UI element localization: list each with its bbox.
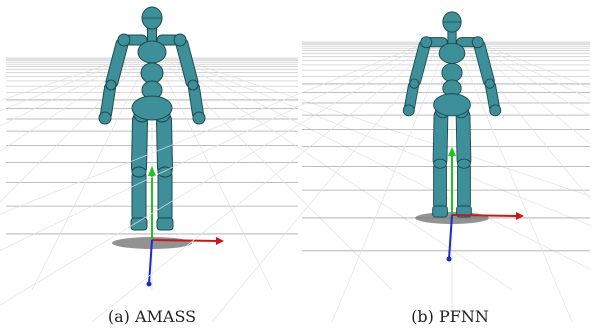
- joint: [410, 79, 419, 88]
- limb: [139, 120, 140, 168]
- limb: [194, 88, 198, 114]
- joint: [472, 37, 483, 48]
- limb: [164, 120, 165, 168]
- foot: [433, 206, 448, 217]
- joint: [442, 63, 462, 81]
- limb: [463, 116, 464, 160]
- joint: [132, 167, 146, 177]
- figure: (a) AMASS (b) PFNN: [0, 0, 591, 330]
- joint: [403, 105, 414, 116]
- foot: [131, 218, 147, 230]
- joint: [174, 34, 186, 46]
- background: [0, 0, 591, 330]
- joint: [193, 112, 205, 124]
- limb: [440, 116, 441, 160]
- joint: [132, 96, 172, 120]
- joint: [106, 80, 116, 90]
- joint: [458, 159, 471, 168]
- axis-x: [452, 215, 518, 216]
- joint: [188, 80, 198, 90]
- joint: [434, 159, 447, 168]
- joint: [141, 63, 163, 83]
- joint: [439, 43, 465, 63]
- joint: [434, 94, 471, 116]
- joint: [421, 37, 432, 48]
- joint: [138, 41, 166, 63]
- axis-z-head: [447, 257, 452, 262]
- joint: [99, 112, 111, 124]
- caption-b: (b) PFNN: [411, 307, 489, 326]
- limb: [106, 88, 110, 114]
- foot: [157, 218, 173, 230]
- joint: [490, 105, 501, 116]
- joint: [118, 34, 130, 46]
- limb: [410, 86, 414, 106]
- joint: [485, 79, 494, 88]
- limb: [491, 86, 495, 106]
- axis-z-head: [147, 282, 152, 287]
- axis-x: [152, 240, 218, 241]
- caption-a: (a) AMASS: [108, 307, 196, 326]
